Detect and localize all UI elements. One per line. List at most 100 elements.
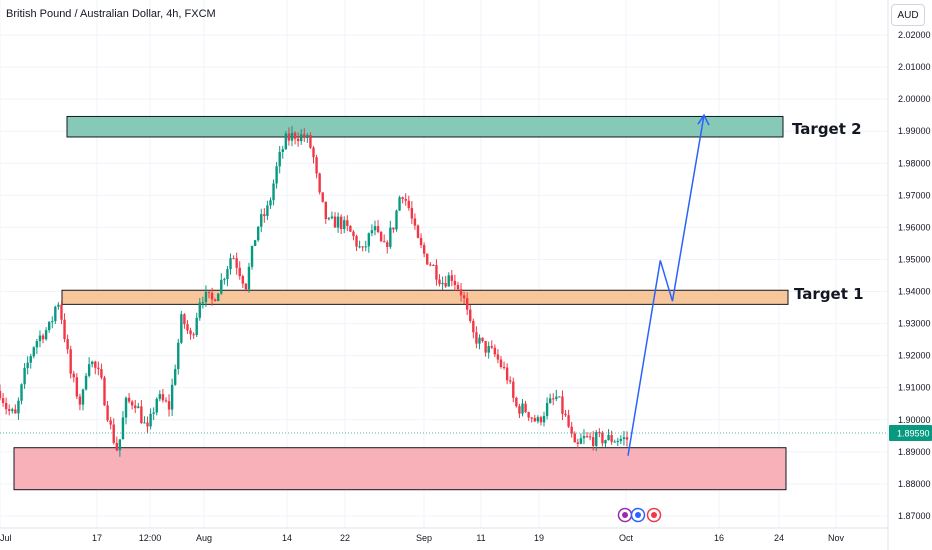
candle-body (158, 394, 162, 399)
time-axis: Jul 17 12:00 Aug 14 22 Sep 11 19 Oct 16 24 Nov (0, 527, 888, 543)
candle-body (195, 317, 198, 336)
time-tick-label: Nov (828, 533, 845, 543)
candle-body (72, 373, 75, 378)
candle-body (143, 422, 146, 424)
candle-body (100, 369, 103, 378)
candle-body (57, 304, 60, 307)
candle-body (66, 339, 69, 350)
candle-body (542, 415, 546, 423)
candle-body (281, 149, 284, 152)
candle-body (379, 232, 383, 242)
candle-body (204, 291, 208, 303)
candle-body (382, 241, 386, 243)
price-tick-label: 1.88000 (898, 479, 931, 489)
candle-body (44, 330, 48, 340)
candle-body (223, 279, 226, 281)
event-marker-icon[interactable] (617, 507, 633, 523)
candle-body (355, 236, 358, 247)
candle-body (192, 334, 195, 336)
candle-body (269, 200, 272, 206)
event-marker-dot (635, 512, 641, 518)
candle-body (499, 359, 503, 367)
event-marker-icon[interactable] (630, 507, 646, 523)
candle-body (23, 367, 26, 385)
candle-body (8, 409, 11, 411)
candle-body (170, 384, 174, 410)
candle-body (327, 218, 331, 220)
candle-body (127, 397, 131, 402)
candle-body (287, 133, 291, 141)
zone-labels: Target 2 Target 1 (792, 120, 864, 303)
candle-body (585, 436, 589, 438)
candle-body (121, 417, 125, 440)
candle-body (364, 246, 367, 248)
price-tick-label: 1.94000 (898, 287, 931, 297)
price-tick-label: 1.93000 (898, 319, 931, 329)
candle-body (146, 422, 149, 427)
price-tick-label: 2.01000 (898, 62, 931, 72)
candle-body (475, 332, 478, 344)
projection-path (627, 115, 705, 456)
candle-body (432, 264, 435, 266)
candle-body (410, 207, 414, 219)
candle-body (619, 438, 623, 441)
candle-body (478, 337, 481, 344)
candle-body (290, 132, 294, 141)
candle-body (598, 432, 601, 434)
candle-body (343, 220, 346, 229)
candle-body (367, 233, 371, 247)
candle-body (238, 267, 241, 277)
candle-body (404, 198, 407, 201)
candle-body (75, 377, 79, 397)
candle-body (539, 417, 543, 423)
event-marker-icon[interactable] (646, 507, 662, 523)
candle-body (1, 398, 5, 403)
candle-body (426, 253, 429, 265)
candle-body (496, 354, 500, 360)
candle-body (47, 321, 51, 331)
time-tick-label: 12:00 (139, 533, 162, 543)
candle-body (94, 361, 97, 368)
price-tick-label: 2.00000 (898, 94, 931, 104)
time-tick-label: 22 (340, 533, 350, 543)
candle-body (429, 264, 432, 266)
candle-body (361, 246, 364, 248)
candle-body (189, 330, 192, 335)
event-markers[interactable] (617, 507, 662, 523)
candle-body (112, 424, 115, 443)
candle-body (256, 226, 260, 241)
price-tick-label: 1.91000 (898, 383, 931, 393)
candle-body (579, 438, 583, 444)
candle-body (441, 282, 444, 285)
candle-body (183, 314, 186, 325)
candle-body (263, 214, 266, 216)
currency-button[interactable]: AUD (891, 4, 925, 26)
candle-body (210, 292, 214, 300)
candle-body (63, 319, 66, 340)
candle-body (416, 225, 420, 238)
candles (0, 126, 629, 457)
candle-body (0, 390, 2, 399)
candle-body (293, 132, 297, 139)
candle-body (419, 237, 423, 246)
candle-body (91, 361, 94, 365)
time-tick-label: Sep (416, 533, 432, 543)
candle-body (207, 291, 211, 293)
candle-body (167, 401, 171, 410)
candle-body (493, 347, 497, 355)
candle-body (272, 183, 275, 201)
candle-body (389, 227, 392, 247)
candle-body (607, 434, 610, 441)
price-tick-label: 1.87000 (898, 511, 931, 521)
candle-body (324, 201, 327, 219)
candle-body (124, 397, 128, 418)
price-tick-label: 1.90000 (898, 415, 931, 425)
time-tick-label: 19 (534, 533, 544, 543)
candle-body (591, 437, 595, 446)
candle-body (161, 394, 165, 401)
candle-body (284, 133, 288, 150)
price-tick-label: 2.02000 (898, 30, 931, 40)
candle-body (109, 420, 112, 425)
candle-body (198, 302, 201, 318)
